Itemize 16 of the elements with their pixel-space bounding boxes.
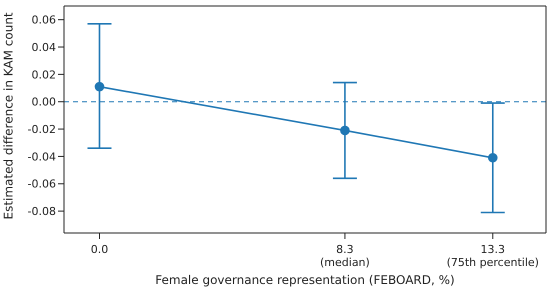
point (488, 152, 498, 163)
y-axis-title: Estimated difference in KAM count (1, 12, 16, 220)
y-tick-label: -0.08 (28, 205, 56, 218)
x-tick-label: 8.3 (median) (320, 243, 370, 269)
y-tick-label: -0.06 (28, 178, 56, 191)
x-axis-title: Female governance representation (FEBOARD, %) (155, 273, 455, 287)
point (340, 126, 350, 136)
y-tick-label: 0.04 (32, 40, 56, 54)
y-tick-label: 0.00 (32, 96, 56, 109)
y-tick-label: 0.02 (32, 68, 56, 82)
point (94, 82, 104, 92)
y-tick-label: -0.02 (28, 122, 56, 136)
y-tick-label: 0.06 (32, 14, 56, 27)
x-tick-label: 13.3 (75th percentile) (446, 243, 539, 269)
x-tick-label: 0.0 (90, 243, 108, 256)
y-tick-label: -0.04 (28, 150, 56, 164)
